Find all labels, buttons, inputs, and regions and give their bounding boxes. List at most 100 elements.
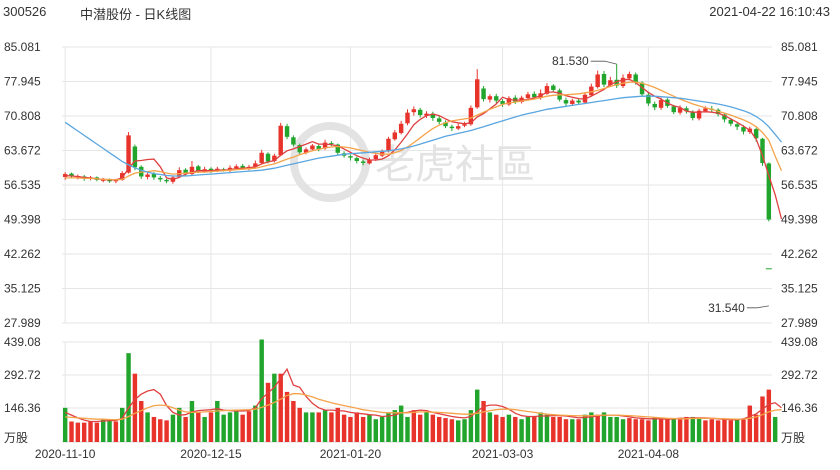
candle-body — [392, 132, 398, 140]
price-tick-label-left: 85.081 — [4, 40, 41, 54]
candle-body — [322, 142, 328, 149]
candle-body — [652, 103, 657, 108]
volume-bar — [532, 416, 537, 442]
volume-bar — [164, 420, 169, 442]
candle-body — [113, 179, 119, 182]
volume-bar — [329, 412, 334, 442]
volume-bar — [633, 419, 638, 442]
candle-body — [481, 88, 486, 100]
volume-bar — [639, 419, 645, 442]
volume-bar — [576, 419, 581, 442]
candle-body — [259, 152, 264, 163]
candle-body — [455, 126, 461, 129]
volume-bar — [677, 419, 683, 442]
price-tick-label-right: 56.535 — [781, 178, 818, 192]
volume-bar — [627, 418, 632, 442]
price-tick-label-left: 77.945 — [4, 75, 41, 89]
price-tick-label-right: 35.125 — [781, 282, 818, 296]
volume-bar — [259, 339, 264, 442]
chart-header: 300526 中潜股份 - 日K线图 2021-04-22 16:10:43 — [0, 0, 840, 26]
candle-body — [677, 107, 683, 113]
volume-bar — [297, 407, 302, 442]
candle-body — [506, 98, 512, 105]
volume-bar — [728, 420, 734, 442]
date-tick-label: 2020-11-10 — [35, 447, 96, 461]
volume-bar — [417, 414, 423, 442]
volume-bar — [684, 416, 689, 442]
candle-body — [265, 153, 271, 162]
min-price-label: 31.540 — [708, 301, 745, 315]
volume-bar — [341, 414, 347, 442]
volume-bar — [126, 353, 131, 442]
volume-bar — [646, 420, 651, 442]
volume-bar — [386, 412, 391, 442]
candle-body — [620, 77, 626, 87]
volume-bar — [709, 419, 714, 442]
volume-bar — [614, 416, 619, 442]
candle-body — [126, 135, 131, 173]
candle-body — [443, 122, 448, 127]
candle-body — [525, 94, 531, 99]
volume-bar — [753, 414, 759, 442]
volume-bar — [335, 407, 340, 442]
candle-body — [601, 73, 607, 85]
candle-body — [411, 109, 417, 113]
candle-body — [278, 125, 283, 156]
candle-body — [639, 82, 645, 95]
candle-body — [734, 124, 740, 127]
volume-bar — [215, 401, 220, 442]
candle-body — [348, 156, 353, 158]
candle-body — [627, 73, 632, 79]
candle-body — [487, 96, 493, 100]
candle-body — [329, 143, 334, 145]
volume-bar — [240, 414, 245, 442]
candle-body — [646, 94, 651, 104]
candle-body — [386, 138, 391, 151]
chart-grid — [62, 46, 772, 443]
volume-bar — [196, 412, 201, 442]
volume-bar — [246, 411, 252, 442]
volume-bar — [481, 401, 486, 442]
candle-body — [196, 166, 201, 172]
date-tick-label: 2021-03-03 — [472, 447, 534, 461]
volume-bar — [379, 416, 385, 442]
candle-body — [766, 163, 772, 220]
candle-body — [303, 149, 309, 153]
candle-body — [658, 100, 664, 108]
candle-body — [430, 113, 436, 118]
volume-bar — [62, 407, 68, 442]
volume-bar — [177, 407, 182, 442]
volume-bar — [158, 419, 163, 442]
candle-body — [424, 113, 429, 116]
candle-body — [608, 80, 613, 86]
volume-bar — [88, 421, 93, 442]
candle-body — [240, 165, 245, 168]
volume-bar — [81, 422, 87, 442]
candle-body — [563, 100, 569, 104]
price-tick-label-left: 27.989 — [4, 316, 41, 330]
candle-body — [475, 79, 480, 108]
volume-bar — [506, 414, 512, 442]
price-tick-label-right: 49.398 — [781, 213, 818, 227]
volume-bar — [373, 419, 379, 442]
price-tick-label-right: 63.672 — [781, 144, 818, 158]
candle-body — [715, 109, 721, 115]
candle-body — [589, 86, 594, 96]
price-tick-label-right: 70.808 — [781, 109, 818, 123]
volume-bar — [443, 418, 448, 442]
volume-bar — [722, 419, 727, 442]
volume-bar — [462, 419, 467, 442]
candle-body — [291, 137, 296, 145]
volume-bar — [519, 419, 524, 442]
volume-bar — [430, 414, 436, 442]
volume-bar — [367, 414, 372, 442]
candle-body — [614, 79, 619, 86]
volume-bar — [120, 407, 125, 442]
candle-body — [449, 126, 455, 129]
stock-code: 300526 — [3, 4, 47, 19]
volume-bar — [234, 410, 239, 442]
volume-bar — [696, 418, 702, 442]
volume-bar — [513, 416, 518, 442]
candle-body — [367, 159, 372, 164]
date-tick-label: 2020-12-15 — [180, 447, 242, 461]
